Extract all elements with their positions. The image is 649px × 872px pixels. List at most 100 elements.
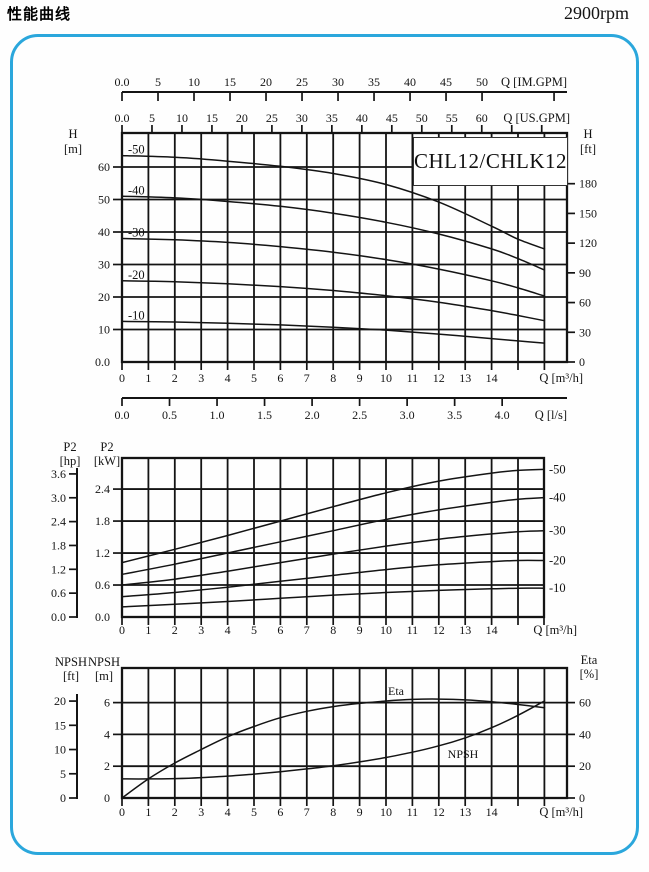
tick-label: 3.5 [447,408,462,422]
axis-label-q-imgpm: Q [IM.GPM] [501,75,567,89]
chart-npsh-eta: EtaNPSH0246NPSH[m]05101520NPSH[ft]020406… [54,653,598,819]
tick-label: 12 [433,805,445,819]
tick-label: 0.6 [95,578,110,592]
axis-label-q-m3h: Q [m³/h] [533,623,577,637]
tick-label: 0.0 [95,355,110,369]
tick-label: 30 [332,75,344,89]
curve--40 [121,496,545,576]
tick-label: 8 [330,623,336,637]
tick-label: 35 [368,75,380,89]
tick-label: 0 [119,371,125,385]
tick-label: 40 [98,225,110,239]
curve-label--40: -40 [128,183,145,197]
curve-label--20: -20 [128,268,145,282]
tick-label: 150 [579,206,597,220]
plot-border [120,666,569,800]
axis-label-eta: [%] [580,667,599,681]
tick-label: 1 [145,623,151,637]
tick-label: 15 [54,718,66,732]
tick-label: 1.2 [95,546,110,560]
tick-label: 50 [98,193,110,207]
tick-label: 0.0 [115,111,130,125]
axis-label-npsh-ft: NPSH [55,655,87,669]
axis-label-q-m3h: Q [m³/h] [539,805,583,819]
curve-label--10: -10 [128,308,145,322]
tick-label: 8 [330,371,336,385]
curve-label--10: -10 [549,581,566,595]
tick-label: 6 [277,805,283,819]
tick-label: 4 [225,371,231,385]
tick-label: 20 [54,694,66,708]
tick-label: 20 [98,290,110,304]
tick-label: 10 [176,111,188,125]
tick-label: 15 [206,111,218,125]
tick-label: 7 [304,371,310,385]
tick-label: 2 [172,371,178,385]
curve-npsh [121,700,546,780]
page-title: 性能曲线 [7,5,72,23]
tick-label: 6 [104,696,110,710]
tick-label: 3.0 [400,408,415,422]
axis-label-h-m: H [68,127,77,141]
tick-label: 4 [225,623,231,637]
tick-label: 20 [236,111,248,125]
curve-label--40: -40 [549,491,566,505]
axis-label-npsh-m: NPSH [88,655,120,669]
tick-label: 14 [486,371,498,385]
tick-label: 10 [380,623,392,637]
axis-label-h-ft: H [583,127,592,141]
tick-label: 25 [296,75,308,89]
tick-label: 10 [380,805,392,819]
curve--10 [121,320,546,344]
axis-label-h-ft: [ft] [580,142,596,156]
tick-label: 2.0 [305,408,320,422]
tick-label: 11 [407,623,419,637]
curve-label--50: -50 [128,143,145,157]
tick-label: 4 [104,727,110,741]
tick-label: 45 [386,111,398,125]
axis-label-npsh-m: [m] [95,669,113,683]
tick-label: 1.2 [51,562,66,576]
tick-label: 10 [98,323,110,337]
tick-label: 40 [579,727,591,741]
tick-label: 35 [326,111,338,125]
tick-label: 60 [579,696,591,710]
tick-label: 6 [277,623,283,637]
tick-label: 0 [60,791,66,805]
tick-label: 5 [251,805,257,819]
curve--10 [121,587,545,608]
tick-label: 12 [433,623,445,637]
tick-label: 3 [198,623,204,637]
tick-label: 10 [54,743,66,757]
tick-label: 1.0 [210,408,225,422]
tick-label: 0.0 [115,408,130,422]
tick-label: 30 [579,325,591,339]
curve-eta [121,698,546,799]
tick-label: 120 [579,236,597,250]
tick-label: 20 [260,75,272,89]
axis-label-p2-kw: [kW] [94,454,120,468]
tick-label: 0 [119,805,125,819]
tick-label: 30 [296,111,308,125]
axis-label-p2-kw: P2 [100,440,113,454]
curve-label--20: -20 [549,554,566,568]
tick-label: 11 [407,371,419,385]
tick-label: 20 [579,759,591,773]
tick-label: 2.4 [95,482,110,496]
tick-label: 1.8 [95,514,110,528]
tick-label: 11 [407,805,419,819]
tick-label: 60 [476,111,488,125]
tick-label: 3 [198,371,204,385]
tick-label: 12 [433,371,445,385]
tick-label: 0 [119,623,125,637]
tick-label: 13 [459,805,471,819]
tick-label: 14 [486,805,498,819]
tick-label: 55 [446,111,458,125]
curve-label-eta: Eta [388,684,405,698]
tick-label: 3.6 [51,467,66,481]
tick-label: 6 [277,371,283,385]
tick-label: 0 [104,791,110,805]
tick-label: 60 [579,296,591,310]
curve--30 [121,237,546,297]
tick-label: 0.5 [162,408,177,422]
